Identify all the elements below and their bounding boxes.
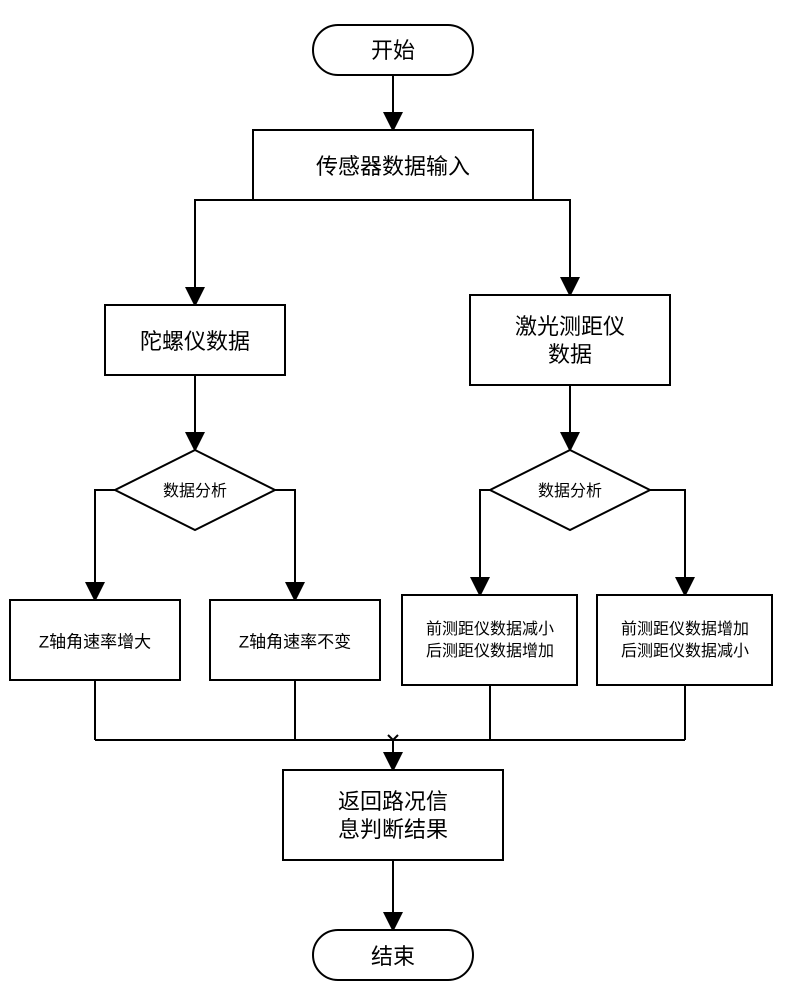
svg-text:激光测距仪: 激光测距仪 (515, 314, 625, 339)
svg-text:返回路况信: 返回路况信 (338, 789, 448, 814)
svg-text:开始: 开始 (371, 38, 415, 63)
result-front-increase-box: 前测距仪数据增加 后测距仪数据减小 (597, 595, 772, 685)
svg-text:后测距仪数据减小: 后测距仪数据减小 (621, 642, 749, 660)
result-front-decrease-box: 前测距仪数据减小 后测距仪数据增加 (402, 595, 577, 685)
return-result-box: 返回路况信 息判断结果 (283, 770, 503, 860)
start-terminator: 开始 (313, 25, 473, 75)
laser-data-box: 激光测距仪 数据 (470, 295, 670, 385)
svg-text:数据分析: 数据分析 (163, 482, 227, 500)
svg-text:传感器数据输入: 传感器数据输入 (316, 154, 470, 179)
nodes: 开始 传感器数据输入 陀螺仪数据 激光测距仪 数据 数据分析 数据分析 (10, 25, 772, 980)
result-z-unchanged-box: Z轴角速率不变 (210, 600, 380, 680)
svg-text:结束: 结束 (371, 944, 415, 969)
sensor-input-box: 传感器数据输入 (253, 130, 533, 200)
svg-text:前测距仪数据减小: 前测距仪数据减小 (426, 620, 554, 638)
svg-text:Z轴角速率不变: Z轴角速率不变 (239, 632, 351, 651)
svg-text:后测距仪数据增加: 后测距仪数据增加 (426, 642, 554, 660)
svg-text:数据: 数据 (548, 342, 592, 367)
svg-text:数据分析: 数据分析 (538, 482, 602, 500)
laser-analysis-decision: 数据分析 (490, 450, 650, 530)
svg-text:Z轴角速率增大: Z轴角速率增大 (39, 632, 151, 651)
gyro-analysis-decision: 数据分析 (115, 450, 275, 530)
flowchart-diagram: 开始 传感器数据输入 陀螺仪数据 激光测距仪 数据 数据分析 数据分析 (0, 0, 787, 1000)
svg-text:息判断结果: 息判断结果 (338, 817, 448, 842)
svg-text:前测距仪数据增加: 前测距仪数据增加 (621, 620, 749, 638)
result-z-increase-box: Z轴角速率增大 (10, 600, 180, 680)
gyro-data-box: 陀螺仪数据 (105, 305, 285, 375)
end-terminator: 结束 (313, 930, 473, 980)
svg-text:陀螺仪数据: 陀螺仪数据 (140, 329, 250, 354)
